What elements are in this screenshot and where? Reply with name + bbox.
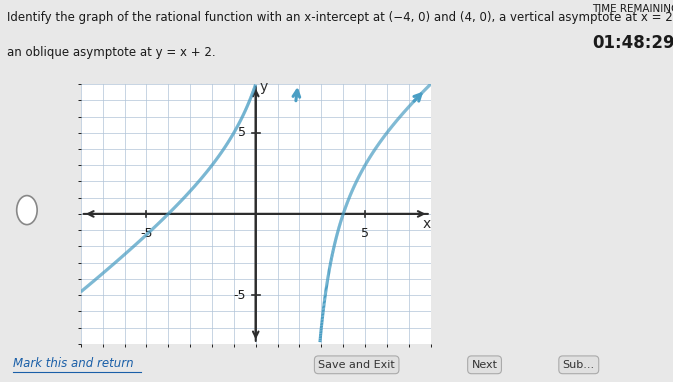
Text: 5: 5 bbox=[361, 227, 369, 240]
Text: Sub...: Sub... bbox=[563, 360, 595, 370]
Text: Next: Next bbox=[472, 360, 497, 370]
Text: -5: -5 bbox=[234, 288, 246, 302]
Text: 01:48:29: 01:48:29 bbox=[592, 34, 673, 52]
Text: an oblique asymptote at y = x + 2.: an oblique asymptote at y = x + 2. bbox=[7, 46, 215, 59]
Text: Mark this and return: Mark this and return bbox=[13, 356, 134, 370]
Text: TIME REMAINING: TIME REMAINING bbox=[592, 4, 673, 14]
Text: -5: -5 bbox=[140, 227, 153, 240]
Text: y: y bbox=[259, 80, 268, 94]
Text: 5: 5 bbox=[238, 126, 246, 139]
Circle shape bbox=[17, 196, 37, 225]
Text: Save and Exit: Save and Exit bbox=[318, 360, 395, 370]
Text: Identify the graph of the rational function with an x-intercept at (−4, 0) and (: Identify the graph of the rational funct… bbox=[7, 11, 673, 24]
Text: x: x bbox=[422, 217, 431, 231]
